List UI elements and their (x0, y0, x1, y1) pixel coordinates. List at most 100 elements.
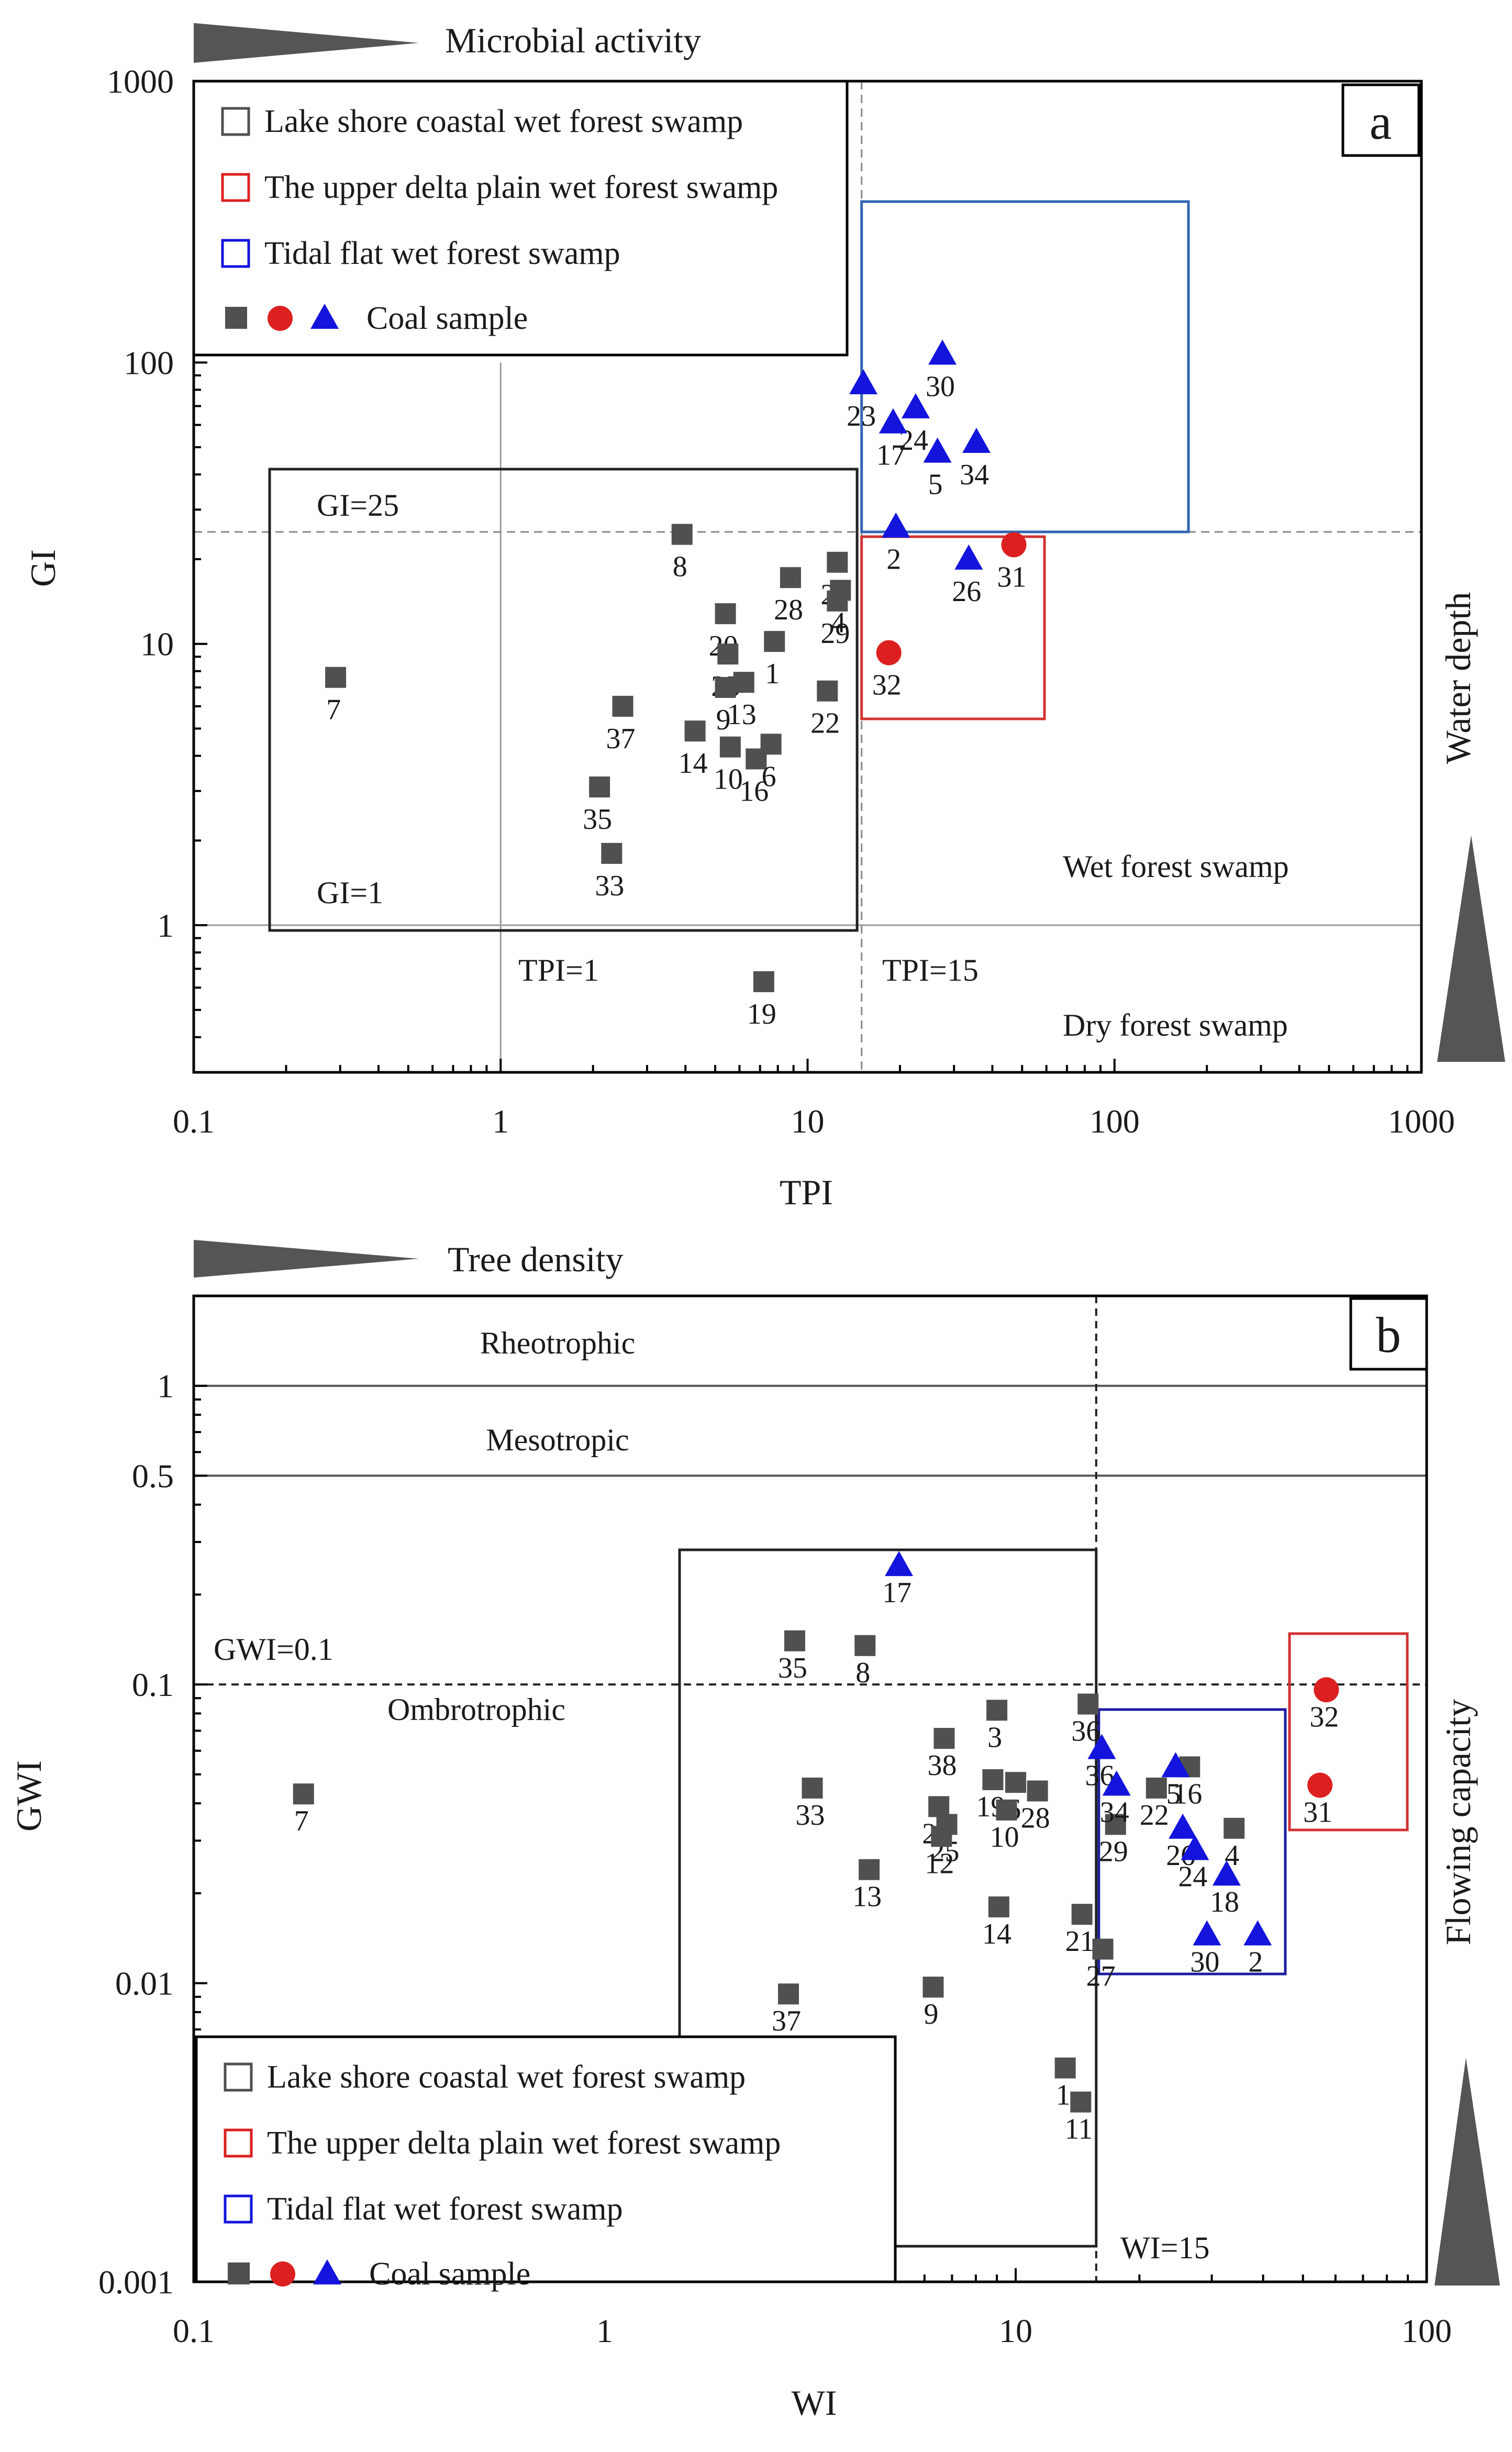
data-point-label: 9 (924, 1998, 938, 2031)
data-point (1307, 1772, 1333, 1798)
data-point (922, 1977, 944, 1998)
data-point (760, 734, 782, 755)
data-point (671, 524, 693, 545)
legend-label: The upper delta plain wet forest swamp (264, 170, 778, 205)
data-point (1087, 1734, 1116, 1759)
data-point (1105, 1814, 1126, 1835)
water-depth-arrow (1437, 835, 1505, 1062)
data-point (1314, 1677, 1339, 1703)
legend-label: Lake shore coastal wet forest swamp (264, 104, 743, 139)
data-point-label: 35 (583, 803, 612, 836)
data-point (1005, 1772, 1026, 1793)
y-axis-title: GWI (9, 1760, 49, 1832)
legend-label: Lake shore coastal wet forest swamp (267, 2059, 746, 2095)
data-point (885, 1551, 914, 1577)
data-point-label: 8 (673, 551, 687, 583)
microbial-activity-arrow (194, 23, 419, 63)
legend-circle-icon (268, 306, 293, 331)
legend-label: The upper delta plain wet forest swamp (267, 2125, 781, 2161)
upper-delta-zone-box (1288, 1632, 1409, 1832)
data-point-label: 22 (1140, 1799, 1169, 1832)
data-point-label: 10 (714, 763, 743, 796)
annotation-gwi-0-1: GWI=0.1 (214, 1632, 333, 1667)
annotation-gi-25: GI=25 (317, 488, 399, 523)
data-point (1181, 1835, 1209, 1860)
data-point (784, 1630, 805, 1651)
y-tick-label: 1000 (107, 63, 174, 100)
data-point (928, 1796, 950, 1817)
data-point-label: 18 (1210, 1886, 1239, 1918)
data-point-label: 37 (772, 2005, 801, 2037)
annotation-dry-forest: Dry forest swamp (1063, 1008, 1288, 1042)
data-point (715, 603, 736, 625)
microbial-activity-label: Microbial activity (445, 20, 701, 60)
data-point-label: 5 (928, 469, 943, 501)
data-point (879, 408, 907, 434)
data-point (589, 776, 610, 798)
data-point-label: 35 (778, 1652, 807, 1684)
upper-delta-zone-box (860, 535, 1046, 720)
annotation-tpi-15: TPI=15 (882, 953, 979, 988)
data-point-label: 29 (820, 617, 850, 650)
data-point-label: 23 (847, 400, 876, 432)
data-point-label: 26 (952, 575, 981, 608)
data-point-label: 33 (796, 1799, 825, 1832)
y-tick-label: 100 (124, 344, 174, 381)
y-tick-label: 0.5 (132, 1457, 174, 1494)
data-point-label: 31 (1303, 1796, 1332, 1829)
data-point-label: 38 (927, 1749, 957, 1782)
water-depth-label: Water depth (1438, 592, 1478, 764)
data-point (827, 551, 848, 573)
legend-box (195, 2035, 897, 2283)
data-point-label: 37 (606, 723, 636, 755)
data-point-label: 28 (1021, 1802, 1050, 1835)
data-point-label: 32 (1309, 1701, 1339, 1733)
data-point-label: 7 (294, 1805, 309, 1837)
x-axis-title: TPI (780, 1172, 833, 1212)
data-point-label: 1 (1056, 2079, 1071, 2112)
data-point (933, 1728, 955, 1749)
data-point (849, 369, 878, 395)
data-point (780, 567, 801, 589)
data-point (1161, 1752, 1190, 1778)
data-point (928, 339, 957, 365)
y-tick-label: 0.01 (115, 1965, 174, 2002)
data-point-label: 21 (1065, 1925, 1095, 1958)
data-point-label: 16 (739, 775, 769, 807)
y-tick-label: 1 (157, 907, 174, 944)
data-point (1054, 2057, 1076, 2079)
legend-triangle-icon (310, 304, 339, 329)
legend-label: Tidal flat wet forest swamp (264, 236, 620, 271)
data-point (715, 676, 736, 698)
data-point-label: 32 (872, 669, 902, 702)
y-tick-label: 10 (140, 626, 174, 663)
data-point (817, 680, 838, 702)
data-point-label: 10 (990, 1821, 1019, 1854)
data-point-label: 3 (987, 1721, 1002, 1754)
annotation-ombrotrophic: Ombrotrophic (387, 1692, 565, 1727)
data-point (601, 842, 622, 864)
data-point (859, 1859, 880, 1880)
annotation-mesotropic: Mesotropic (486, 1423, 629, 1457)
panel-b-chart: 3583363819633202510281213714212737911122… (9, 1239, 1500, 2423)
x-tick-label: 0.1 (173, 2312, 215, 2349)
x-tick-label: 100 (1402, 2312, 1452, 2349)
data-point (931, 1826, 952, 1847)
data-point-label: 14 (679, 747, 708, 780)
data-point-label: 22 (810, 707, 840, 740)
data-point (1243, 1920, 1272, 1946)
data-point (986, 1700, 1008, 1721)
legend-coal-label: Coal sample (369, 2256, 530, 2292)
annotation-wet-forest: Wet forest swamp (1063, 849, 1289, 884)
data-point-label: 24 (1178, 1861, 1207, 1893)
tidal-flat-zone-box (1097, 1708, 1287, 1976)
data-point (764, 631, 785, 652)
data-point (962, 427, 991, 453)
legend-swatch (224, 2062, 253, 2092)
data-point (802, 1777, 823, 1799)
tree-density-label: Tree density (448, 1239, 624, 1279)
data-point (1077, 1693, 1099, 1715)
data-point-label: 9 (716, 704, 731, 736)
x-tick-label: 10 (999, 2312, 1032, 2349)
x-tick-label: 1 (492, 1103, 509, 1140)
